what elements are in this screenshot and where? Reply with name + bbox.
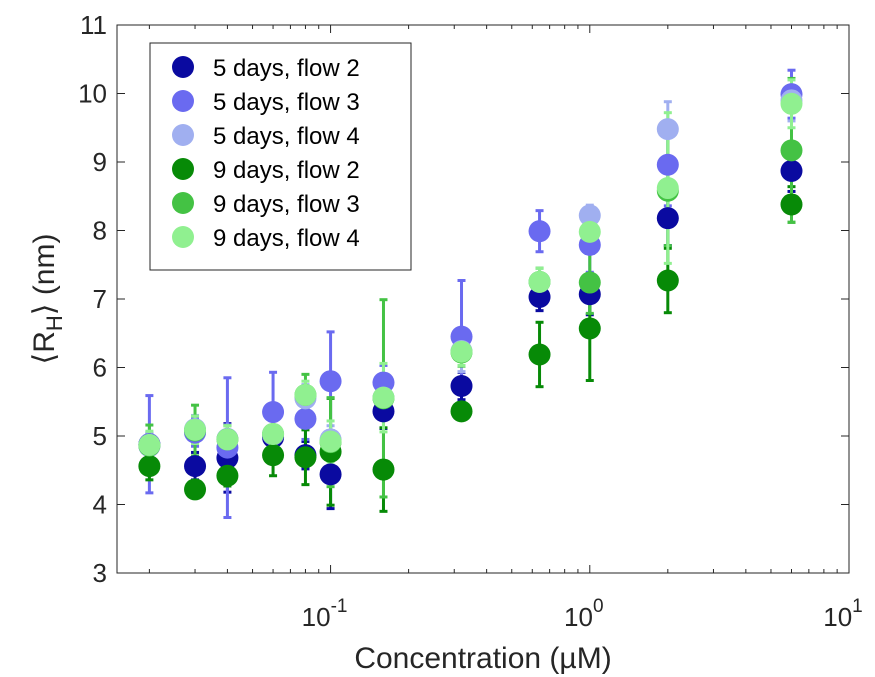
legend: 5 days, flow 2 5 days, flow 3 5 days, flow… [149, 42, 412, 271]
data-point [138, 455, 161, 478]
legend-marker [172, 192, 194, 214]
legend-marker [172, 158, 194, 180]
legend-label: 9 days, flow 2 [213, 157, 360, 184]
y-tick-label: 11 [80, 10, 107, 40]
x-axis: 10-1 100 101 [148, 25, 863, 632]
markers-layer [138, 83, 803, 501]
data-point [216, 428, 239, 451]
legend-label: 9 days, flow 3 [213, 191, 360, 218]
legend-marker [172, 124, 194, 146]
y-axis: 3 4 5 6 7 8 9 10 11 [78, 10, 849, 588]
y-tick-label: 9 [93, 147, 107, 177]
data-point [780, 139, 803, 162]
y-tick-label: 10 [78, 79, 107, 109]
data-point [578, 220, 601, 243]
data-point [578, 317, 601, 340]
data-point [184, 478, 207, 501]
legend-label: 5 days, flow 4 [213, 123, 360, 150]
data-point [780, 193, 803, 216]
data-point [528, 343, 551, 366]
data-point [780, 159, 803, 182]
data-point [578, 271, 601, 294]
y-tick-label: 8 [93, 216, 107, 246]
data-point [372, 371, 395, 394]
data-point [294, 446, 317, 469]
data-point [528, 220, 551, 243]
data-point [656, 118, 679, 141]
data-point [578, 204, 601, 227]
y-axis-title: ⟨RH⟩ (nm) [28, 234, 67, 365]
data-point [656, 207, 679, 230]
data-point [294, 383, 317, 406]
data-point [319, 370, 342, 393]
data-point [450, 374, 473, 397]
data-point [656, 269, 679, 292]
data-point [656, 153, 679, 176]
data-point [780, 92, 803, 115]
x-tick-label: 100 [564, 596, 604, 632]
x-tick-label: 101 [823, 596, 863, 632]
data-point [528, 270, 551, 293]
data-point [450, 400, 473, 423]
legend-marker [172, 90, 194, 112]
data-point [319, 430, 342, 453]
data-point [262, 444, 285, 467]
legend-marker [172, 226, 194, 248]
data-point [262, 401, 285, 424]
data-point [262, 422, 285, 445]
x-axis-title: Concentration (µM) [354, 642, 611, 675]
data-point [138, 433, 161, 456]
y-tick-label: 6 [93, 353, 107, 383]
x-tick-label: 10-1 [302, 596, 348, 632]
data-point [656, 177, 679, 200]
data-point [450, 340, 473, 363]
y-tick-label: 5 [93, 421, 107, 451]
y-tick-label: 4 [93, 490, 107, 520]
legend-label: 5 days, flow 3 [213, 89, 360, 116]
data-point [372, 386, 395, 409]
y-tick-label: 7 [93, 284, 107, 314]
data-point [319, 463, 342, 486]
data-point [528, 285, 551, 308]
legend-label: 5 days, flow 2 [213, 55, 360, 82]
legend-marker [172, 56, 194, 78]
legend-label: 9 days, flow 4 [213, 225, 360, 252]
data-point [372, 458, 395, 481]
data-point [184, 418, 207, 441]
data-point [294, 407, 317, 430]
data-point [216, 464, 239, 487]
data-point [184, 455, 207, 478]
legend-box [149, 42, 412, 271]
y-tick-label: 3 [93, 558, 107, 588]
